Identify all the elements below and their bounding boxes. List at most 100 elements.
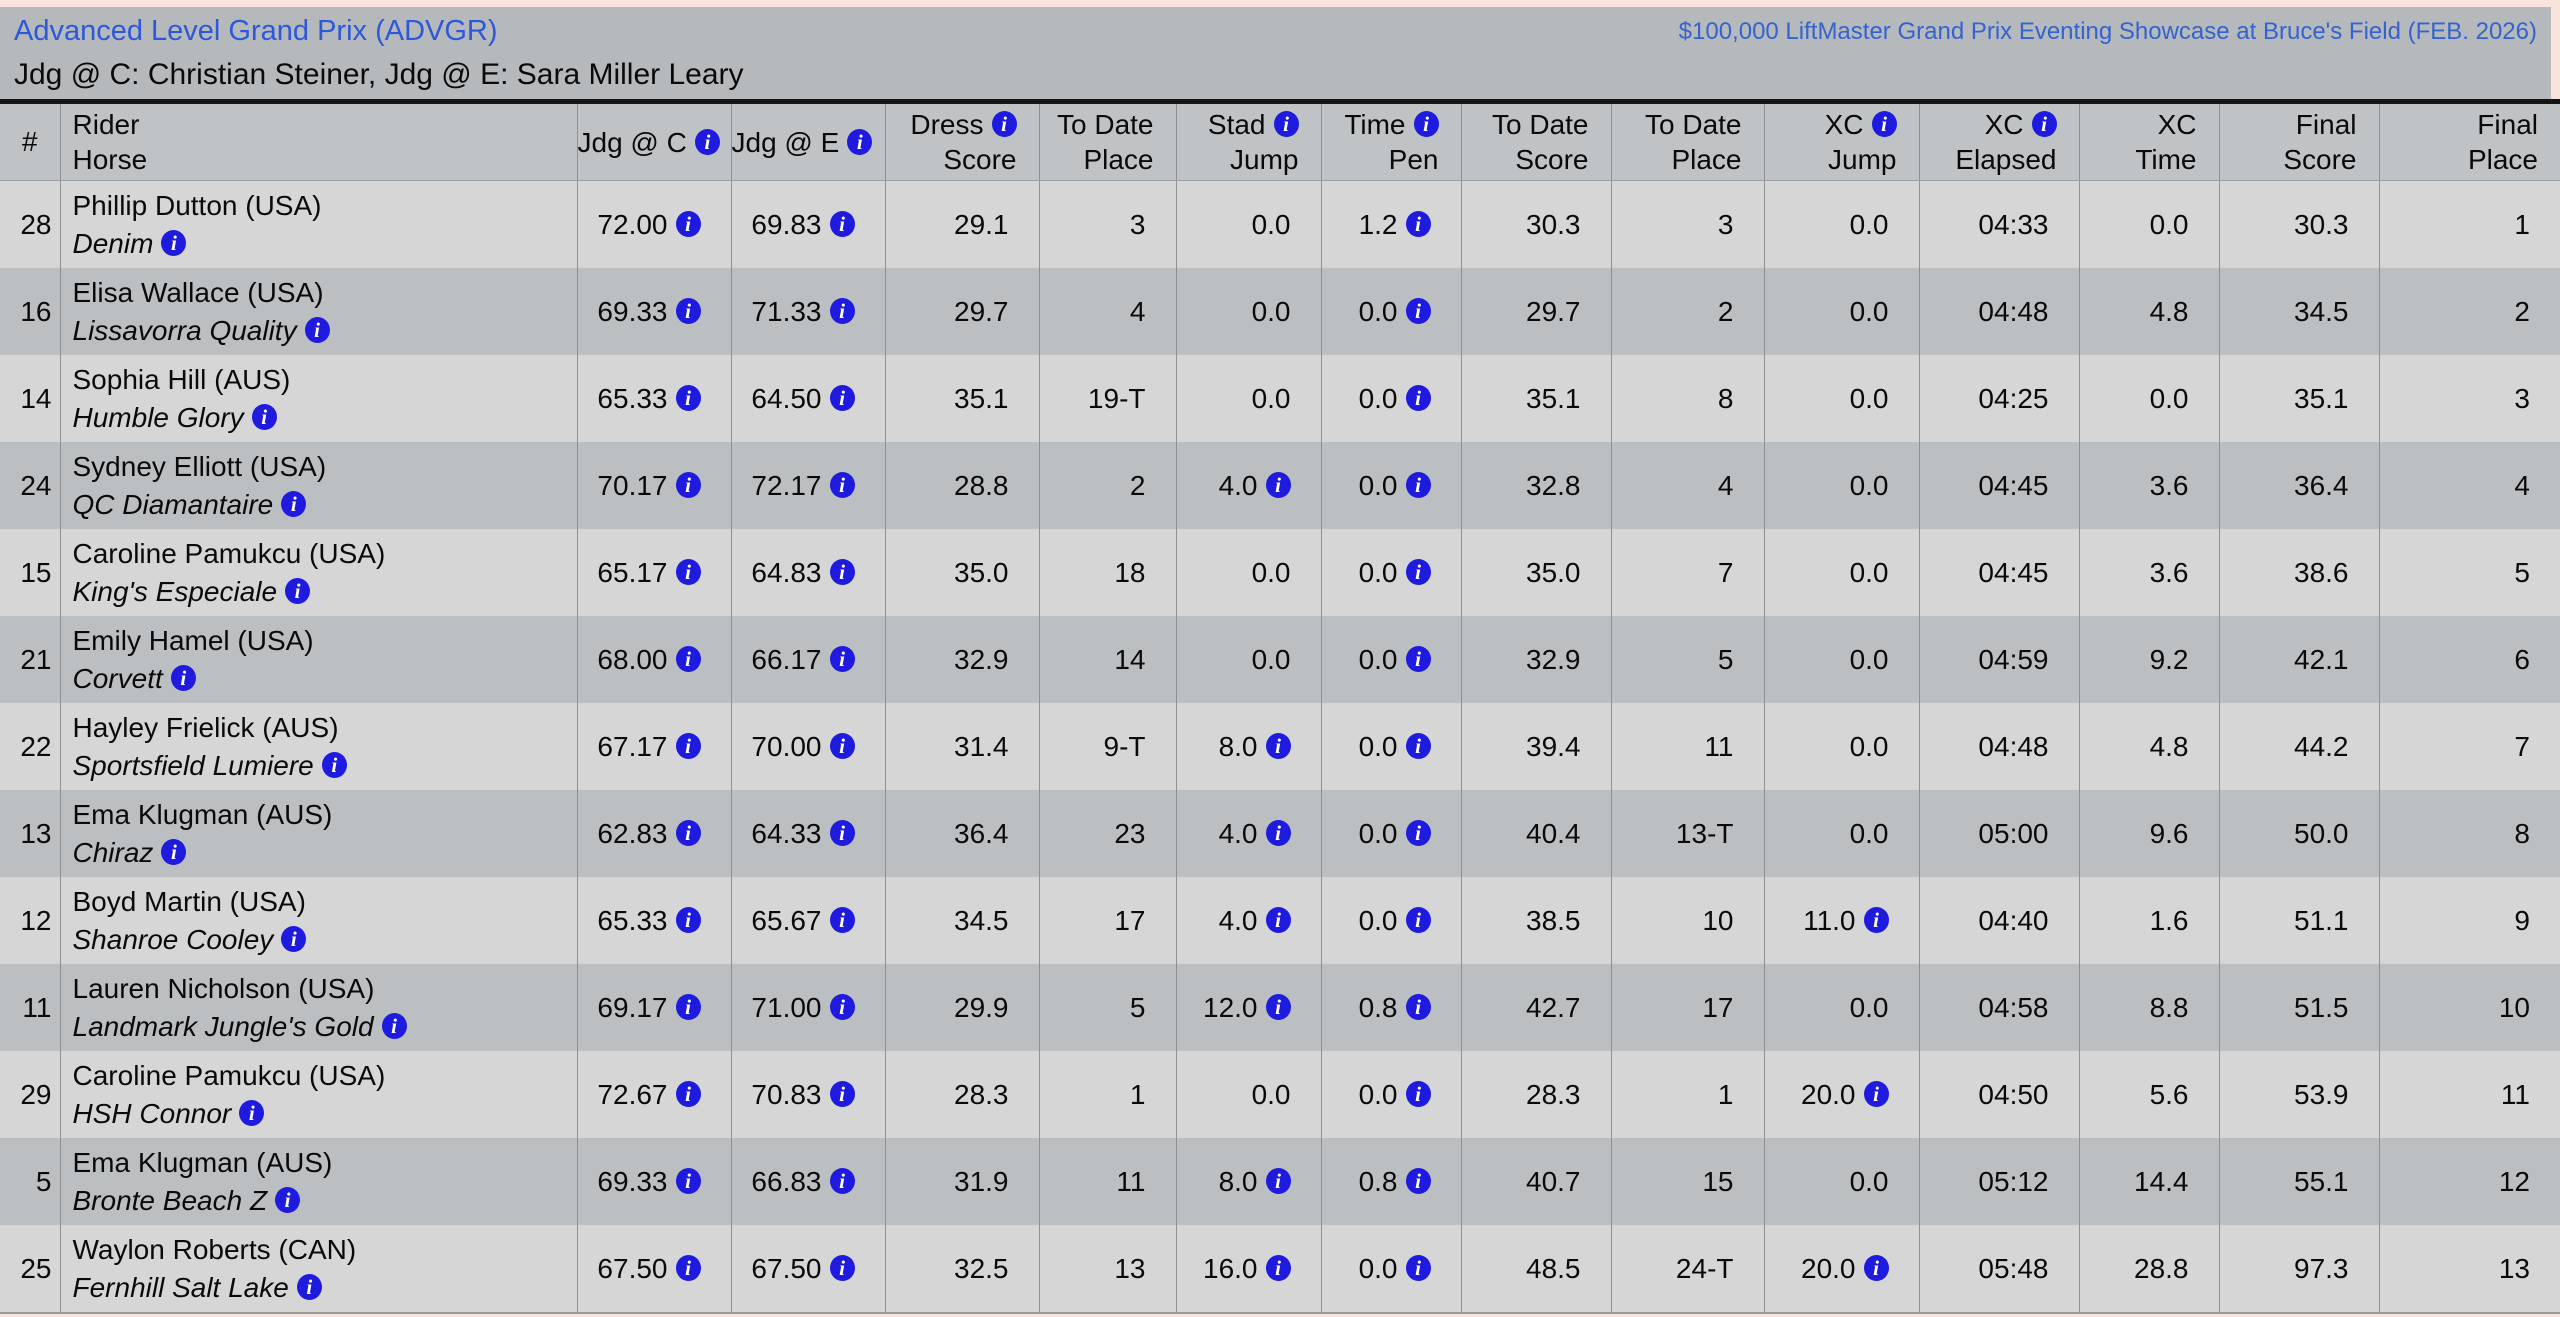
cell-to_date_score: 39.4 xyxy=(1460,703,1611,790)
info-icon[interactable]: i xyxy=(1405,210,1431,237)
info-icon[interactable]: i xyxy=(675,297,701,324)
info-icon[interactable]: i xyxy=(1863,906,1889,933)
cell-value: 11 xyxy=(1704,730,1734,762)
cell-value: 31.4 xyxy=(954,730,1009,762)
info-icon[interactable]: i xyxy=(1265,471,1291,498)
cell-xc_time: 4.8 xyxy=(2078,703,2219,790)
info-icon[interactable]: i xyxy=(1273,111,1299,137)
info-icon[interactable]: i xyxy=(829,1167,855,1194)
info-icon[interactable]: i xyxy=(829,993,855,1020)
cell-dress_score: 35.1 xyxy=(884,355,1039,442)
info-icon[interactable]: i xyxy=(381,1012,407,1039)
info-icon[interactable]: i xyxy=(1265,993,1291,1020)
cell-value: 69.83 xyxy=(751,208,822,240)
info-icon[interactable]: i xyxy=(829,558,855,585)
info-icon[interactable]: i xyxy=(296,1273,322,1300)
info-icon[interactable]: i xyxy=(1405,1167,1431,1194)
info-icon[interactable]: i xyxy=(1405,993,1431,1020)
info-icon[interactable]: i xyxy=(829,906,855,933)
info-icon[interactable]: i xyxy=(829,210,855,237)
info-icon[interactable]: i xyxy=(675,384,701,411)
info-icon[interactable]: i xyxy=(161,229,187,256)
info-icon[interactable]: i xyxy=(991,111,1017,137)
info-icon[interactable]: i xyxy=(694,128,720,155)
info-icon[interactable]: i xyxy=(1405,384,1431,411)
info-icon[interactable]: i xyxy=(829,384,855,411)
info-icon[interactable]: i xyxy=(675,819,701,846)
info-icon[interactable]: i xyxy=(675,558,701,585)
info-icon[interactable]: i xyxy=(1405,471,1431,498)
cell-value: 12.0 xyxy=(1203,991,1258,1023)
info-icon[interactable]: i xyxy=(1405,819,1431,846)
cell-dress_score: 29.7 xyxy=(884,268,1039,355)
info-icon[interactable]: i xyxy=(1405,732,1431,759)
info-icon[interactable]: i xyxy=(285,577,311,604)
info-icon[interactable]: i xyxy=(829,1080,855,1107)
info-icon[interactable]: i xyxy=(1405,906,1431,933)
info-icon[interactable]: i xyxy=(1265,1167,1291,1194)
cell-value: 1.2 xyxy=(1358,208,1398,240)
info-icon[interactable]: i xyxy=(675,993,701,1020)
cell-value: 0.0 xyxy=(1358,817,1398,849)
info-icon[interactable]: i xyxy=(321,751,347,778)
info-icon[interactable]: i xyxy=(829,819,855,846)
division-title-link[interactable]: Advanced Level Grand Prix (ADVGR) xyxy=(14,15,498,47)
cell-value: 3.6 xyxy=(2149,556,2189,588)
info-icon[interactable]: i xyxy=(1413,111,1439,137)
cell-to_date_score: 42.7 xyxy=(1460,964,1611,1051)
info-icon[interactable]: i xyxy=(304,316,330,343)
info-icon[interactable]: i xyxy=(1405,297,1431,324)
event-title-link[interactable]: $100,000 LiftMaster Grand Prix Eventing … xyxy=(1678,18,2537,45)
info-icon[interactable]: i xyxy=(1863,1080,1889,1107)
info-icon[interactable]: i xyxy=(2031,111,2057,137)
info-icon[interactable]: i xyxy=(829,732,855,759)
info-icon[interactable]: i xyxy=(239,1099,265,1126)
info-icon[interactable]: i xyxy=(1405,1254,1431,1281)
info-icon[interactable]: i xyxy=(1265,819,1291,846)
header-label: Place xyxy=(1671,144,1742,175)
cell-value: 0.0 xyxy=(1849,382,1889,414)
header-label: To Date xyxy=(1492,109,1589,140)
info-icon[interactable]: i xyxy=(675,1167,701,1194)
info-icon[interactable]: i xyxy=(1405,645,1431,672)
cell-xc_jump: 0.0 xyxy=(1763,790,1919,877)
info-icon[interactable]: i xyxy=(675,210,701,237)
info-icon[interactable]: i xyxy=(1265,906,1291,933)
rider-name: Caroline Pamukcu (USA) xyxy=(72,537,386,569)
cell-to_date_place1: 14 xyxy=(1038,616,1176,703)
info-icon[interactable]: i xyxy=(847,128,873,155)
cell-value: 50.0 xyxy=(2294,817,2349,849)
info-icon[interactable]: i xyxy=(1265,732,1291,759)
info-icon[interactable]: i xyxy=(675,732,701,759)
cell-value: 0.0 xyxy=(1849,295,1889,327)
cell-value: 31.9 xyxy=(954,1165,1009,1197)
info-icon[interactable]: i xyxy=(675,906,701,933)
info-icon[interactable]: i xyxy=(1405,558,1431,585)
cell-value: 0.0 xyxy=(1849,817,1889,849)
info-icon[interactable]: i xyxy=(829,471,855,498)
info-icon[interactable]: i xyxy=(251,403,277,430)
info-icon[interactable]: i xyxy=(275,1186,301,1213)
cell-value: 14.4 xyxy=(2134,1165,2189,1197)
info-icon[interactable]: i xyxy=(1265,1254,1291,1281)
info-icon[interactable]: i xyxy=(829,645,855,672)
info-icon[interactable]: i xyxy=(1863,1254,1889,1281)
info-icon[interactable]: i xyxy=(675,471,701,498)
cell-to_date_score: 35.0 xyxy=(1460,529,1611,616)
info-icon[interactable]: i xyxy=(829,1254,855,1281)
info-icon[interactable]: i xyxy=(675,1254,701,1281)
cell-xc_elapsed: 04:33 xyxy=(1918,180,2079,268)
info-icon[interactable]: i xyxy=(829,297,855,324)
info-icon[interactable]: i xyxy=(675,645,701,672)
cell-value: 04:45 xyxy=(1978,469,2049,501)
info-icon[interactable]: i xyxy=(1405,1080,1431,1107)
info-icon[interactable]: i xyxy=(170,664,196,691)
info-icon[interactable]: i xyxy=(161,838,187,865)
cell-value: 64.83 xyxy=(751,556,822,588)
horse-line: Denim i xyxy=(73,225,577,263)
info-icon[interactable]: i xyxy=(1871,111,1897,137)
info-icon[interactable]: i xyxy=(281,925,307,952)
cell-time_pen: 0.0 i xyxy=(1320,1225,1461,1313)
info-icon[interactable]: i xyxy=(675,1080,701,1107)
info-icon[interactable]: i xyxy=(281,490,307,517)
